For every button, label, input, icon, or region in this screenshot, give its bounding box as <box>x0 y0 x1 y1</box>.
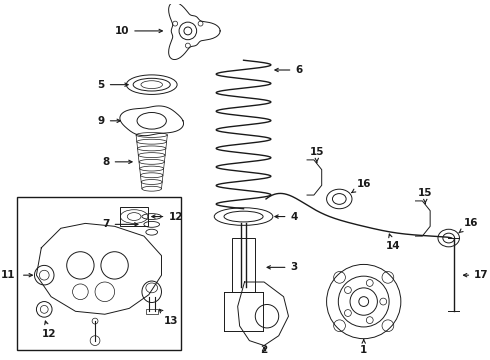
Text: 14: 14 <box>386 234 400 251</box>
Text: 3: 3 <box>267 262 298 273</box>
Text: 2: 2 <box>261 345 268 355</box>
Text: 4: 4 <box>275 212 298 221</box>
Text: 12: 12 <box>42 321 56 339</box>
Text: 11: 11 <box>0 270 15 280</box>
Text: 1: 1 <box>360 339 368 355</box>
Text: 12: 12 <box>152 212 183 221</box>
Bar <box>146 309 158 314</box>
Text: 9: 9 <box>98 116 121 126</box>
Text: 16: 16 <box>352 179 371 193</box>
Text: 15: 15 <box>310 147 324 163</box>
Text: 17: 17 <box>464 270 489 280</box>
Bar <box>17 197 181 350</box>
Bar <box>232 238 255 292</box>
Text: 16: 16 <box>459 219 478 233</box>
Text: 8: 8 <box>102 157 132 167</box>
Bar <box>121 207 148 226</box>
Text: 13: 13 <box>159 309 178 326</box>
Text: 5: 5 <box>98 80 128 90</box>
Text: 10: 10 <box>115 26 162 36</box>
Text: 7: 7 <box>102 219 138 229</box>
Text: 6: 6 <box>275 65 303 75</box>
Text: 15: 15 <box>418 188 433 204</box>
